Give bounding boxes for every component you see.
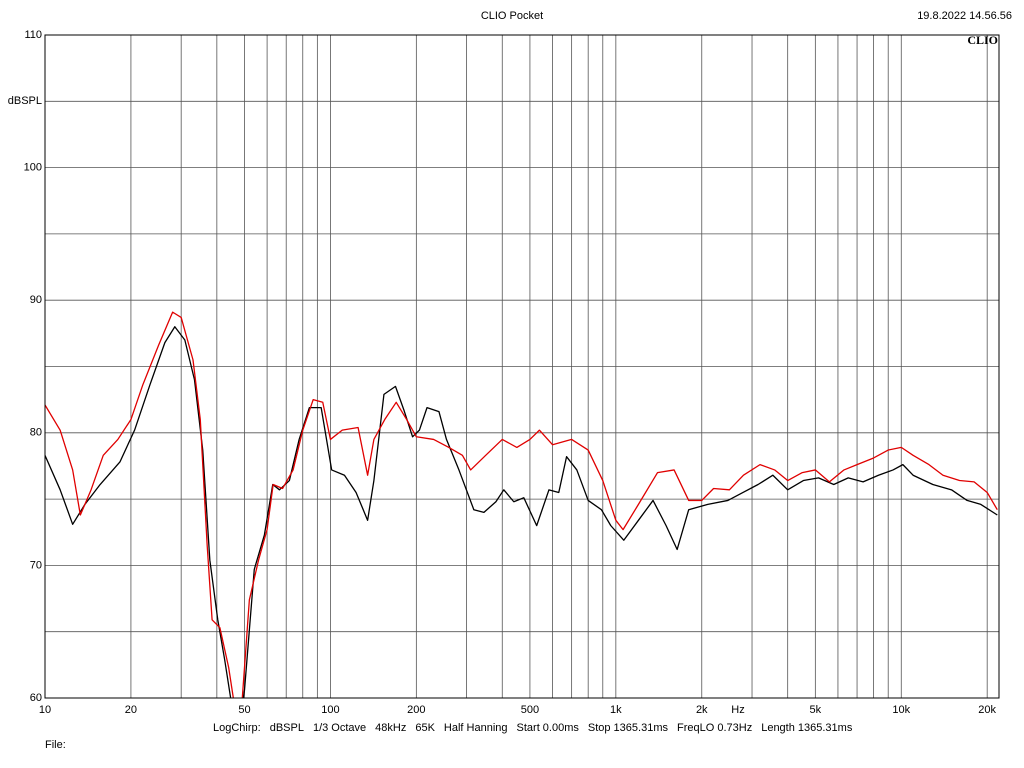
x-tick-label: 20: [125, 704, 137, 716]
file-label: File:: [45, 739, 66, 751]
y-tick-label: 110: [24, 29, 42, 41]
logo: CLIO: [967, 33, 998, 47]
x-tick-label: 10k: [892, 704, 910, 716]
x-tick-label: 500: [521, 704, 539, 716]
setting: Stop 1365.31ms: [588, 722, 669, 734]
x-tick-label: 200: [407, 704, 425, 716]
y-tick-label: 70: [30, 559, 42, 571]
settings-line: LogChirp: dBSPL 1/3 Octave 48kHz 65K Half Han…: [213, 722, 853, 734]
plot-area: [45, 311, 998, 698]
setting: 65K: [415, 722, 435, 734]
x-tick-label: 50: [238, 704, 250, 716]
setting: dBSPL: [270, 722, 304, 734]
chart-title: CLIO Pocket: [481, 10, 543, 22]
timestamp: 19.8.2022 14.56.56: [917, 10, 1012, 22]
setting: FreqLO 0.73Hz: [677, 722, 752, 734]
grid: [44, 34, 999, 699]
setting: Half Hanning: [444, 722, 508, 734]
x-tick-label: 20k: [978, 704, 996, 716]
series-line: [45, 326, 998, 698]
y-tick-label: 80: [30, 427, 42, 439]
series-line: [45, 311, 998, 698]
y-tick-label: 90: [30, 294, 42, 306]
x-tick-label: 2k: [696, 704, 708, 716]
y-tick-label: 60: [30, 692, 42, 704]
setting: LogChirp:: [213, 722, 261, 734]
x-tick-label: 100: [321, 704, 339, 716]
setting: Length 1365.31ms: [761, 722, 853, 734]
y-axis-label: dBSPL: [8, 95, 42, 107]
x-axis-label: Hz: [731, 704, 744, 716]
x-tick-label: 5k: [810, 704, 822, 716]
y-tick-label: 100: [24, 162, 42, 174]
plot-frame: [44, 34, 1000, 699]
setting: 48kHz: [375, 722, 406, 734]
x-tick-label: 1k: [610, 704, 622, 716]
setting: Start 0.00ms: [517, 722, 580, 734]
x-tick-label: 10: [39, 704, 51, 716]
setting: 1/3 Octave: [313, 722, 366, 734]
